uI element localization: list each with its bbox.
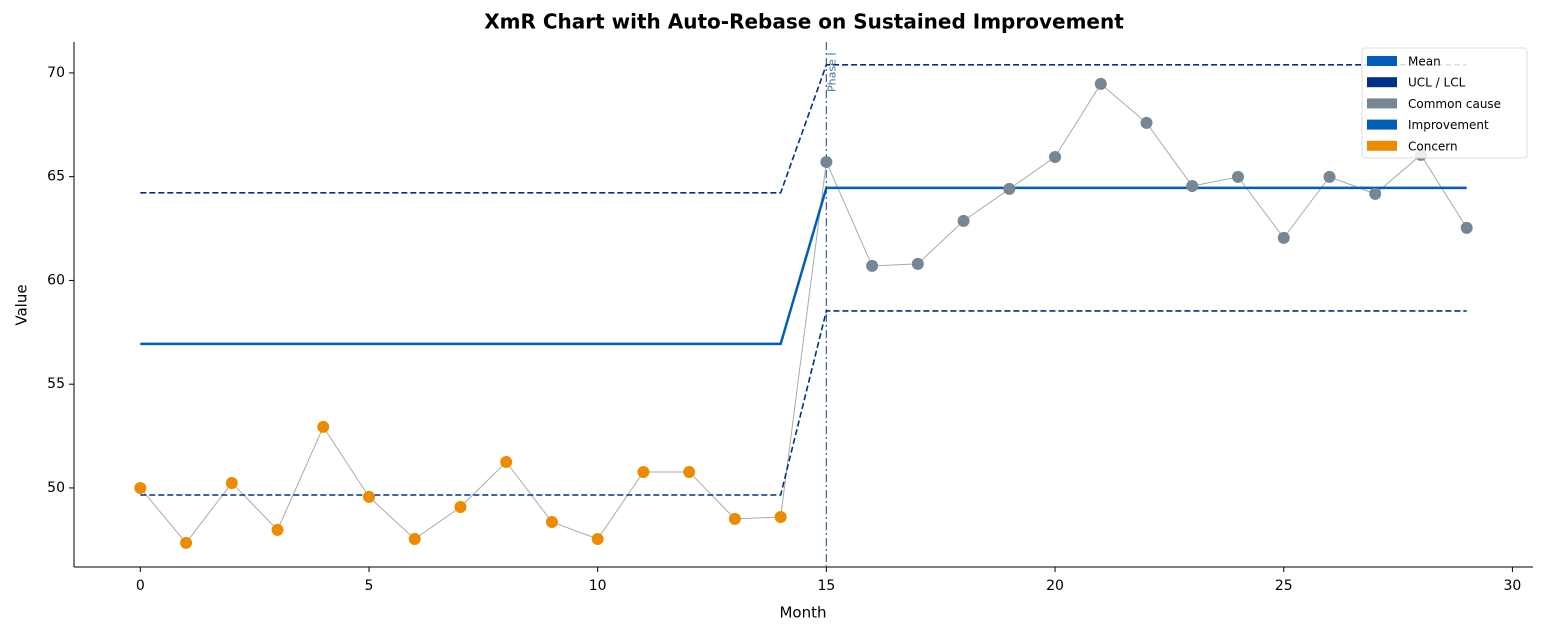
x-axis-label: Month (779, 604, 826, 622)
point (1094, 77, 1107, 90)
legend-swatch (1367, 140, 1397, 151)
mean-line (140, 186, 1467, 346)
point (134, 481, 147, 494)
point (1186, 180, 1199, 193)
legend-label: Mean (1408, 55, 1441, 69)
x-tick-label: 25 (1275, 578, 1293, 594)
x-tick-label: 20 (1046, 578, 1064, 594)
legend-box (1361, 47, 1528, 159)
legend-swatch (1367, 119, 1397, 130)
x-tick-label: 15 (817, 578, 835, 594)
x-tick-label: 10 (589, 578, 607, 594)
point (637, 465, 650, 478)
lcl-line (140, 310, 1467, 496)
y-axis-label: Value (13, 284, 31, 325)
point (545, 515, 558, 528)
legend-label: Common cause (1408, 97, 1501, 111)
point (957, 214, 970, 227)
y-tick-label: 60 (47, 272, 65, 288)
y-tick-label: 55 (47, 376, 65, 392)
point (363, 490, 376, 503)
x-tick-label: 5 (365, 578, 374, 594)
point (1049, 150, 1062, 163)
point (271, 523, 284, 536)
x-tick-label: 0 (136, 578, 145, 594)
legend-swatch (1367, 98, 1397, 109)
point (225, 476, 238, 489)
point (911, 257, 924, 270)
point (180, 536, 193, 549)
point (500, 456, 513, 468)
point (774, 510, 787, 523)
chart-title: XmR Chart with Auto-Rebase on Sustained … (484, 10, 1124, 34)
legend-label: Improvement (1408, 118, 1489, 132)
data-line (139, 83, 1468, 544)
legend-label: UCL / LCL (1408, 76, 1466, 90)
point (1003, 182, 1016, 195)
point (1140, 116, 1153, 129)
x-tick-label: 30 (1504, 578, 1522, 594)
point (820, 155, 833, 168)
y-tick-label: 50 (47, 480, 65, 496)
point (454, 501, 467, 514)
legend-swatch (1367, 56, 1397, 66)
point (317, 420, 330, 433)
point (866, 259, 879, 272)
phase-label: Phase I (825, 52, 838, 92)
point (1323, 170, 1336, 183)
point (408, 532, 421, 545)
legend-label: Concern (1408, 139, 1458, 153)
point (1369, 187, 1382, 200)
point (1277, 231, 1290, 244)
point (1460, 221, 1473, 234)
legend-swatch (1367, 77, 1397, 88)
ucl-line (140, 64, 1467, 194)
point (683, 465, 696, 478)
point (591, 532, 604, 545)
point (728, 512, 741, 525)
y-tick-label: 70 (47, 65, 65, 81)
y-tick-label: 65 (47, 169, 65, 185)
point (1231, 170, 1244, 183)
